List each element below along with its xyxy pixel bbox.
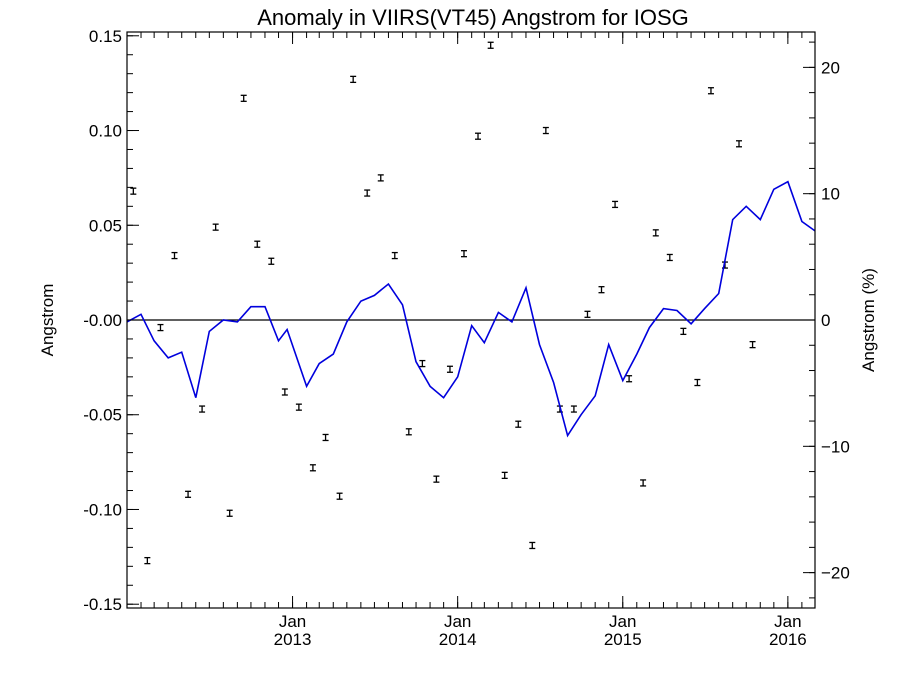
x-tick-label-month: Jan [609,612,636,631]
data-point [542,126,549,135]
data-point [130,187,137,195]
data-point [268,257,275,265]
plot-area [126,41,816,565]
data-point [322,433,329,442]
x-tick-label-month: Jan [279,612,306,631]
data-point [584,310,591,318]
data-point [364,189,371,197]
data-point [529,541,536,550]
data-point [185,490,192,498]
data-point [640,479,647,487]
y-tick-label-left: 0.05 [89,216,122,235]
data-point [626,375,633,383]
y-axis-label-left: Angstrom [38,284,57,357]
data-point [487,41,494,49]
data-point [598,286,605,294]
data-point [433,475,440,483]
axes: -0.15 -0.10 -0.05 -0.00 0.05 0.10 0.15 −20 −10 0 1… [83,27,850,649]
data-point [377,174,384,182]
x-tick-label-month: Jan [774,612,801,631]
chart-title: Anomaly in VIIRS(VT45) Angstrom for IOSG [257,5,689,30]
data-point [736,140,743,148]
data-point [612,200,619,209]
data-point [501,471,508,480]
data-point [405,428,412,436]
x-tick-label-year: 2015 [604,630,642,649]
data-point [419,359,426,368]
data-point [694,378,701,387]
data-point [157,323,164,332]
y-tick-label-left: -0.05 [83,406,122,425]
y-tick-label-left: 0.10 [89,122,122,141]
data-point [226,509,233,517]
data-point [680,327,687,336]
y-tick-label-left: -0.00 [83,311,122,330]
y-axis-label-right: Angstrom (%) [859,268,878,372]
y-tick-label-right: 10 [821,185,840,204]
y-tick-label-right: 20 [821,58,840,77]
data-point [212,223,219,231]
data-point [281,388,288,396]
x-tick-label-month: Jan [444,612,471,631]
data-point [309,464,316,472]
data-point [460,250,467,258]
data-point [391,251,398,260]
y-tick-label-left: 0.15 [89,27,122,46]
data-point [570,405,577,413]
x-tick-label-year: 2013 [274,630,312,649]
data-point [144,556,151,565]
data-point [171,251,178,260]
data-point [475,132,482,140]
data-point [515,420,522,428]
data-point [336,492,343,500]
y-tick-label-right: −10 [821,437,850,456]
data-point [446,365,453,373]
data-point [254,240,261,248]
y-tick-label-left: -0.10 [83,500,122,519]
data-point [707,87,714,95]
y-tick-label-left: -0.15 [83,595,122,614]
data-point [749,340,756,349]
data-point [240,94,247,102]
data-point [199,405,206,413]
data-point [666,253,673,262]
y-tick-label-right: 0 [821,311,830,330]
x-tick-label-year: 2014 [439,630,477,649]
anomaly-line [126,180,816,438]
data-point [652,229,659,237]
x-tick-label-year: 2016 [769,630,807,649]
data-point [350,75,357,84]
data-point [295,403,302,411]
y-tick-label-right: −20 [821,564,850,583]
